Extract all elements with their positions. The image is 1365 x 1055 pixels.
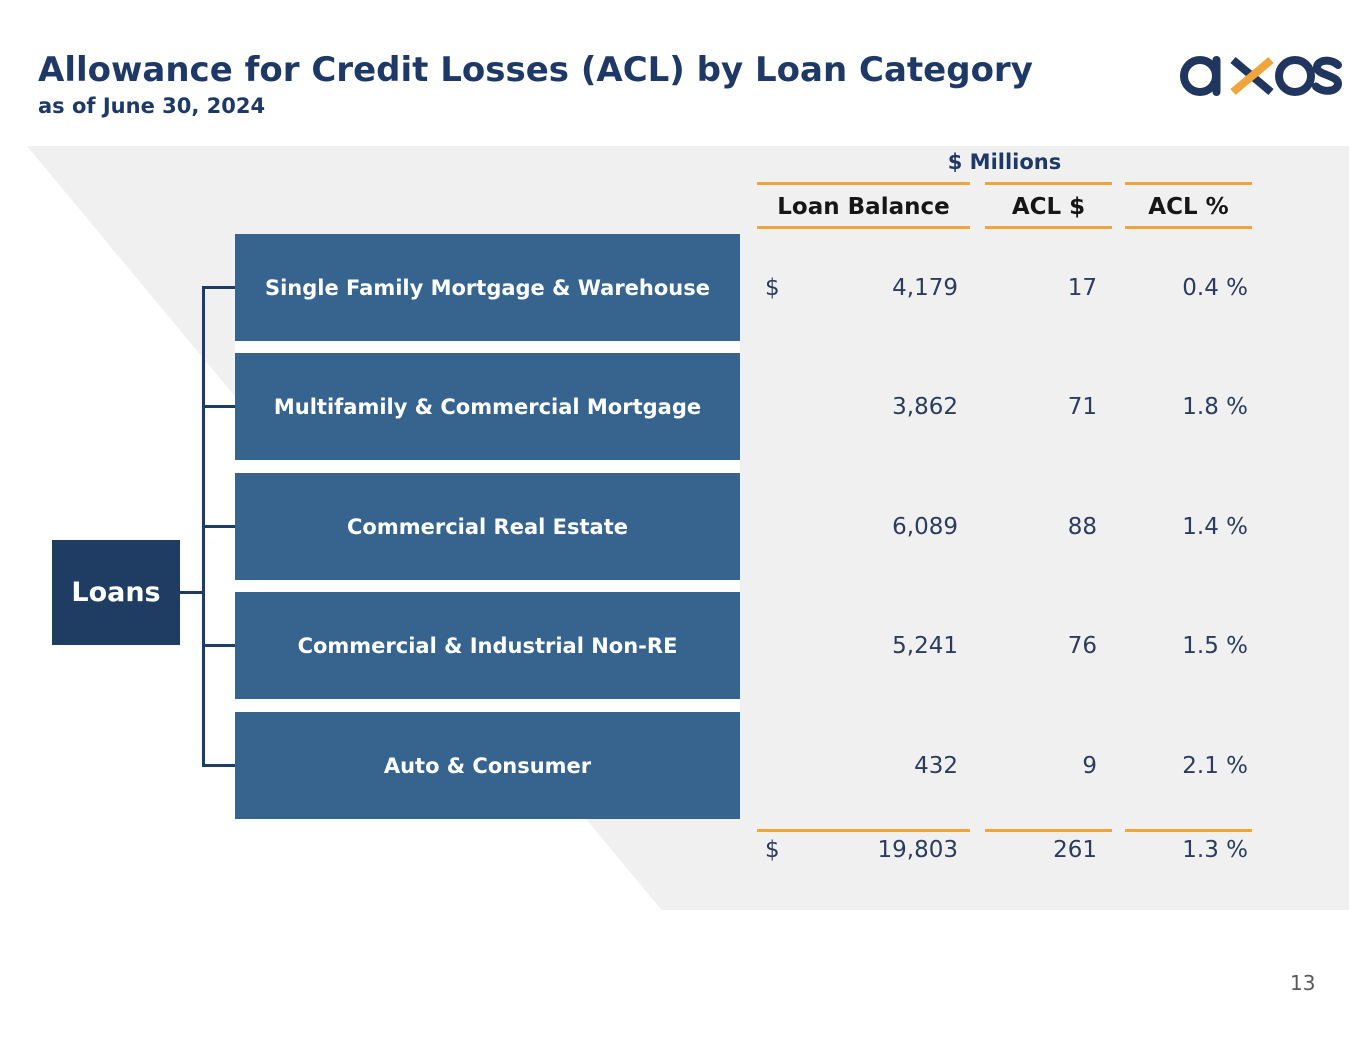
page-title: Allowance for Credit Losses (ACL) by Loa…: [38, 50, 1033, 90]
loans-root-box: Loans: [52, 540, 180, 645]
axos-logo-icon: [1180, 56, 1343, 96]
header-rule-bottom-pct: [1125, 226, 1252, 229]
units-label: $ Millions: [947, 150, 1062, 174]
header-rule-bottom-acl: [985, 226, 1112, 229]
loans-root-label: Loans: [71, 577, 161, 608]
cell-dollar-sign: $: [765, 275, 780, 301]
cell-acl-percent: 1.8 %: [1182, 394, 1248, 420]
cell-acl-dollars: 88: [1067, 514, 1097, 540]
header-rule-bottom-balance: [757, 226, 970, 229]
category-label: Auto & Consumer: [383, 753, 592, 778]
page-number: 13: [1290, 971, 1316, 995]
total-rule-balance: [757, 829, 970, 832]
column-header-loan-balance: Loan Balance: [777, 194, 950, 220]
header-rule-top-balance: [757, 182, 970, 185]
cell-acl-dollars: 17: [1067, 275, 1097, 301]
cell-loan-balance: 6,089: [892, 514, 958, 540]
category-box-ci-non-re: Commercial & Industrial Non-RE: [235, 592, 740, 699]
connector-branch-2: [202, 405, 235, 408]
total-acl-dollars: 261: [1053, 837, 1097, 863]
page-subtitle: as of June 30, 2024: [38, 94, 266, 118]
category-label: Single Family Mortgage & Warehouse: [264, 275, 710, 300]
category-label: Commercial Real Estate: [347, 514, 628, 539]
header-rule-top-acl: [985, 182, 1112, 185]
cell-acl-percent: 2.1 %: [1182, 753, 1248, 779]
connector-branch-1: [202, 286, 235, 289]
connector-root-line: [180, 591, 204, 594]
column-header-acl-percent: ACL %: [1148, 194, 1229, 220]
category-box-multifamily: Multifamily & Commercial Mortgage: [235, 353, 740, 460]
column-header-acl-dollars: ACL $: [1011, 194, 1086, 220]
header-rule-top-pct: [1125, 182, 1252, 185]
cell-loan-balance: 3,862: [892, 394, 958, 420]
cell-loan-balance: 4,179: [892, 275, 958, 301]
cell-acl-percent: 1.4 %: [1182, 514, 1248, 540]
category-box-single-family: Single Family Mortgage & Warehouse: [235, 234, 740, 341]
cell-acl-dollars: 76: [1067, 633, 1097, 659]
category-box-auto-consumer: Auto & Consumer: [235, 712, 740, 819]
cell-loan-balance: 432: [914, 753, 958, 779]
cell-acl-dollars: 9: [1082, 753, 1097, 779]
total-rule-pct: [1125, 829, 1252, 832]
total-dollar-sign: $: [765, 837, 780, 863]
total-acl-percent: 1.3 %: [1182, 837, 1248, 863]
category-box-cre: Commercial Real Estate: [235, 473, 740, 580]
cell-acl-percent: 0.4 %: [1182, 275, 1248, 301]
category-label: Commercial & Industrial Non-RE: [297, 633, 678, 658]
connector-branch-4: [202, 644, 235, 647]
connector-branch-3: [202, 525, 235, 528]
connector-branch-5: [202, 764, 235, 767]
total-rule-acl: [985, 829, 1112, 832]
total-loan-balance: 19,803: [877, 837, 958, 863]
cell-acl-dollars: 71: [1067, 394, 1097, 420]
cell-acl-percent: 1.5 %: [1182, 633, 1248, 659]
cell-loan-balance: 5,241: [892, 633, 958, 659]
category-label: Multifamily & Commercial Mortgage: [273, 394, 702, 419]
